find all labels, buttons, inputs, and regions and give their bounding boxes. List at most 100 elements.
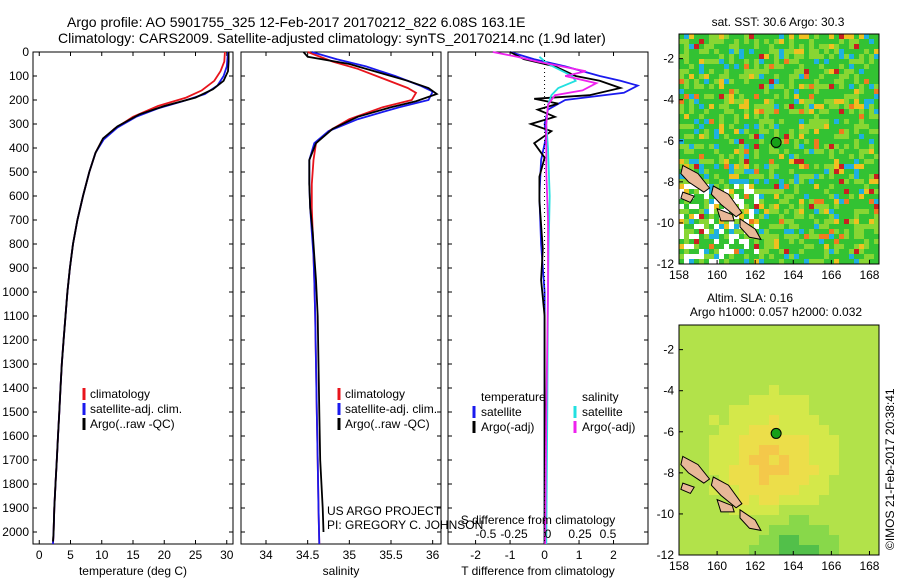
map-cell [869, 199, 875, 205]
map-cell [759, 214, 765, 220]
map-cell [749, 39, 755, 45]
map-cell [849, 244, 855, 250]
map-cell [764, 79, 770, 85]
map-cell [804, 169, 810, 175]
map-cell [824, 99, 830, 105]
map-cell [844, 114, 850, 120]
map-cell [839, 114, 845, 120]
map-cell [794, 94, 800, 100]
map-cell [729, 485, 740, 496]
map-cell [874, 59, 880, 65]
map-cell [804, 199, 810, 205]
map-cell [844, 209, 850, 215]
map-cell [794, 244, 800, 250]
map-cell [769, 475, 780, 486]
map-cell [829, 79, 835, 85]
map-cell [699, 69, 705, 75]
map-cell [809, 34, 815, 40]
map-cell [779, 335, 790, 346]
map-cell [784, 84, 790, 90]
map-cell [719, 89, 725, 95]
map-cell [804, 144, 810, 150]
map-cell [699, 209, 705, 215]
argo-float-marker [770, 427, 782, 439]
map-cell [719, 345, 730, 356]
map-cell [809, 465, 820, 476]
map-cell [704, 39, 710, 45]
map-cell [869, 535, 880, 546]
map-cell [734, 224, 740, 230]
map-cell [799, 485, 810, 496]
map-cell [814, 84, 820, 90]
map-cell [809, 525, 820, 536]
map-cell [724, 129, 730, 135]
map-cell [859, 485, 870, 496]
map-cell [689, 415, 700, 426]
map-cell [679, 149, 685, 155]
map-cell [759, 385, 770, 396]
map-cell [789, 79, 795, 85]
map-cell [724, 59, 730, 65]
map-cell [834, 204, 840, 210]
map-cell [694, 54, 700, 60]
map-cell [829, 345, 840, 356]
map-cell [789, 154, 795, 160]
map-cell [769, 395, 780, 406]
map-cell [714, 59, 720, 65]
map-cell [834, 174, 840, 180]
map-cell [839, 365, 850, 376]
map-cell [874, 239, 880, 245]
map-cell [719, 475, 730, 486]
map-cell [824, 144, 830, 150]
map-cell [849, 485, 860, 496]
map-cell [684, 149, 690, 155]
map-cell [704, 189, 710, 195]
map-cell [849, 465, 860, 476]
map-cell [869, 34, 875, 40]
map-cell [819, 325, 830, 336]
map-cell [854, 149, 860, 155]
map-cell [749, 74, 755, 80]
map-cell [849, 545, 860, 556]
map-cell [859, 545, 870, 556]
map-cell [839, 219, 845, 225]
map-cell [679, 99, 685, 105]
map-cell [779, 515, 790, 526]
map-cell [784, 234, 790, 240]
map-cell [839, 224, 845, 230]
map-cell [809, 79, 815, 85]
map-cell [784, 239, 790, 245]
map-cell [754, 149, 760, 155]
map-cell [819, 204, 825, 210]
map-cell [764, 259, 770, 265]
y-tick-label: 1200 [2, 333, 29, 347]
map-cell [804, 179, 810, 185]
map-cell [839, 39, 845, 45]
map-cell [744, 109, 750, 115]
map-cell [699, 174, 705, 180]
map-cell [864, 69, 870, 75]
map-cell [774, 209, 780, 215]
y-tick-label: -8 [663, 466, 674, 480]
map-cell [774, 39, 780, 45]
map-cell [709, 124, 715, 130]
map-cell [689, 495, 700, 506]
x-tick-label: 158 [669, 268, 689, 282]
map-cell [874, 129, 880, 135]
map-cell [699, 495, 710, 506]
map-cell [839, 445, 850, 456]
map-cell [739, 74, 745, 80]
map-cell [859, 179, 865, 185]
map-cell [764, 244, 770, 250]
map-cell [854, 229, 860, 235]
map-cell [794, 169, 800, 175]
map-cell [779, 365, 790, 376]
map-cell [854, 224, 860, 230]
map-cell [769, 385, 780, 396]
map-cell [839, 99, 845, 105]
map-cell [779, 455, 790, 466]
map-cell [794, 144, 800, 150]
map-cell [729, 545, 740, 556]
map-cell [794, 34, 800, 40]
map-cell [794, 179, 800, 185]
